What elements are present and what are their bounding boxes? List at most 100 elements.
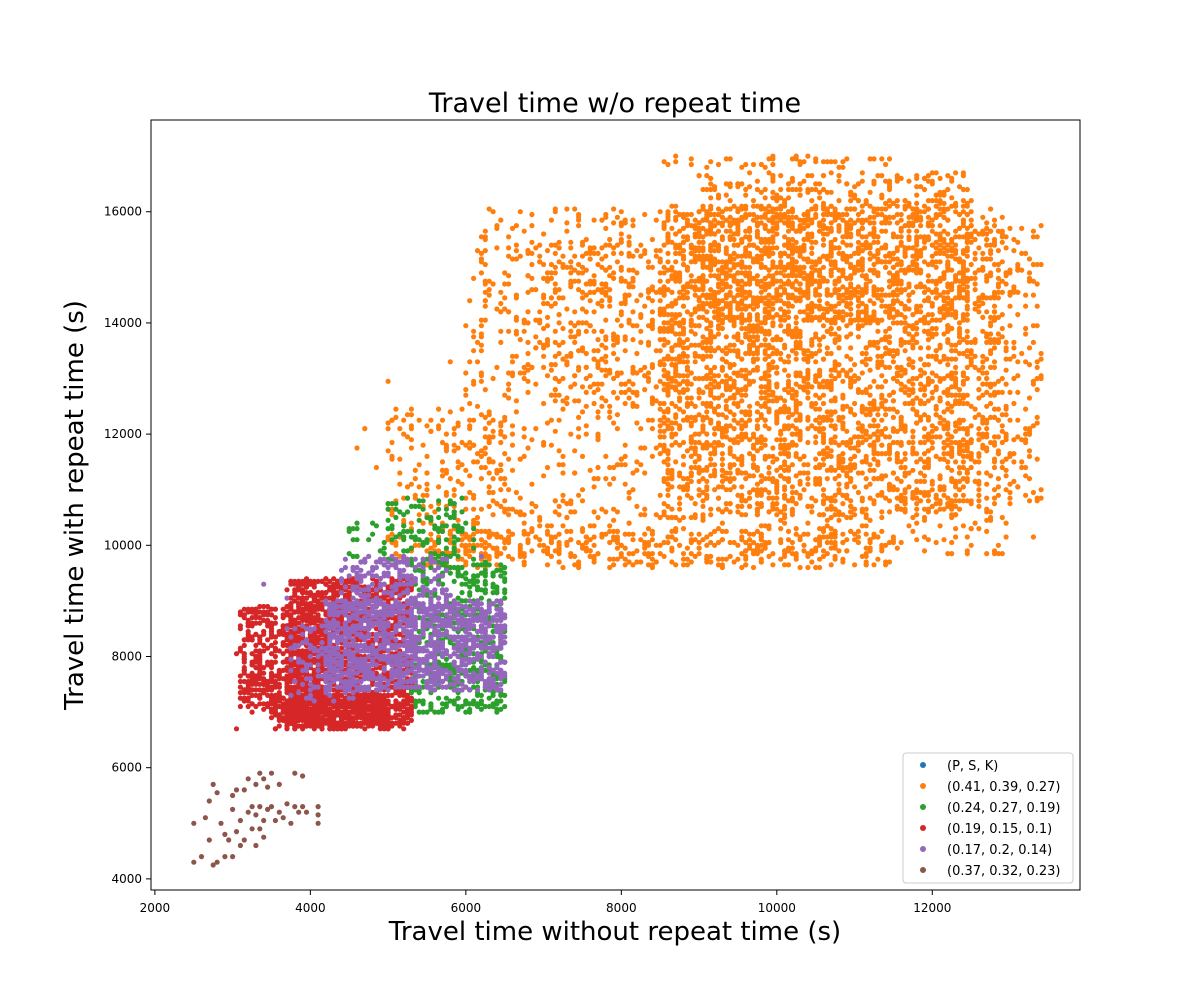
data-point xyxy=(906,484,912,490)
data-point xyxy=(782,459,788,465)
data-point xyxy=(533,317,539,323)
data-point xyxy=(863,389,869,395)
data-point xyxy=(474,403,481,409)
data-point xyxy=(999,423,1005,429)
data-point xyxy=(661,387,667,393)
data-point xyxy=(708,417,714,423)
data-point xyxy=(968,526,974,532)
data-point xyxy=(556,417,562,423)
data-point xyxy=(883,264,889,270)
data-point xyxy=(789,267,796,273)
data-point xyxy=(622,442,628,448)
data-point xyxy=(506,487,512,493)
data-point xyxy=(894,503,900,509)
data-point xyxy=(770,220,776,226)
data-point xyxy=(991,261,998,268)
data-point xyxy=(537,339,543,345)
data-point xyxy=(968,423,974,429)
data-point xyxy=(692,217,698,223)
data-point xyxy=(704,164,710,170)
data-point xyxy=(680,359,687,365)
data-point xyxy=(506,395,512,401)
data-point xyxy=(622,462,628,468)
data-point xyxy=(801,453,807,459)
data-point xyxy=(715,526,722,532)
data-point xyxy=(945,281,951,287)
data-point xyxy=(474,451,481,457)
data-point xyxy=(708,512,714,518)
data-point xyxy=(844,470,850,476)
data-point xyxy=(793,489,799,496)
data-point xyxy=(984,231,990,237)
data-point xyxy=(995,248,1002,254)
data-point xyxy=(859,209,865,215)
data-point xyxy=(949,506,955,512)
data-point xyxy=(820,487,827,493)
data-point xyxy=(583,431,589,437)
data-point xyxy=(855,489,862,496)
data-point xyxy=(836,267,842,273)
data-point xyxy=(785,253,792,259)
data-point xyxy=(634,270,640,276)
data-point xyxy=(883,253,889,259)
data-point xyxy=(579,264,586,270)
data-point xyxy=(509,467,516,473)
data-point xyxy=(813,331,819,337)
data-point xyxy=(739,206,745,212)
data-point xyxy=(712,431,718,437)
data-point xyxy=(665,161,671,168)
data-point xyxy=(424,487,430,493)
data-point xyxy=(397,470,403,476)
data-point xyxy=(770,178,776,184)
data-point xyxy=(785,442,792,448)
data-point xyxy=(673,203,679,209)
data-point xyxy=(591,289,597,295)
data-point xyxy=(836,345,842,351)
data-point xyxy=(813,498,819,504)
data-point xyxy=(805,553,811,560)
data-point xyxy=(607,481,613,487)
data-point xyxy=(782,281,788,287)
data-point xyxy=(867,384,873,390)
data-point xyxy=(576,223,582,229)
data-point xyxy=(712,248,718,254)
data-point xyxy=(750,217,757,223)
data-point xyxy=(544,270,551,276)
data-point xyxy=(817,298,823,304)
data-point xyxy=(824,495,830,501)
data-point xyxy=(914,184,920,190)
data-point xyxy=(607,273,613,279)
data-point xyxy=(956,498,963,504)
data-point xyxy=(688,478,694,484)
data-point xyxy=(521,512,527,518)
data-point xyxy=(727,553,733,560)
data-point xyxy=(805,295,811,301)
data-point xyxy=(700,445,706,451)
data-point xyxy=(968,261,974,268)
data-point xyxy=(739,217,745,223)
data-point xyxy=(719,234,726,240)
data-point xyxy=(883,328,889,334)
data-point xyxy=(630,275,636,281)
data-point xyxy=(766,470,772,476)
data-point xyxy=(498,328,504,334)
data-point xyxy=(999,428,1005,434)
data-point xyxy=(576,211,582,218)
data-point xyxy=(960,220,967,226)
data-point xyxy=(960,281,967,287)
data-point xyxy=(521,370,527,376)
data-point xyxy=(482,317,488,323)
data-point xyxy=(743,539,749,546)
data-point xyxy=(840,392,846,398)
data-point xyxy=(890,292,897,298)
data-point xyxy=(669,400,675,407)
data-point xyxy=(770,161,776,168)
data-point xyxy=(848,242,854,248)
data-point xyxy=(793,473,799,479)
data-point xyxy=(960,484,967,490)
data-point xyxy=(988,331,994,337)
data-point xyxy=(758,523,764,529)
data-point xyxy=(929,478,935,484)
data-point xyxy=(867,442,873,448)
data-point xyxy=(719,520,726,526)
